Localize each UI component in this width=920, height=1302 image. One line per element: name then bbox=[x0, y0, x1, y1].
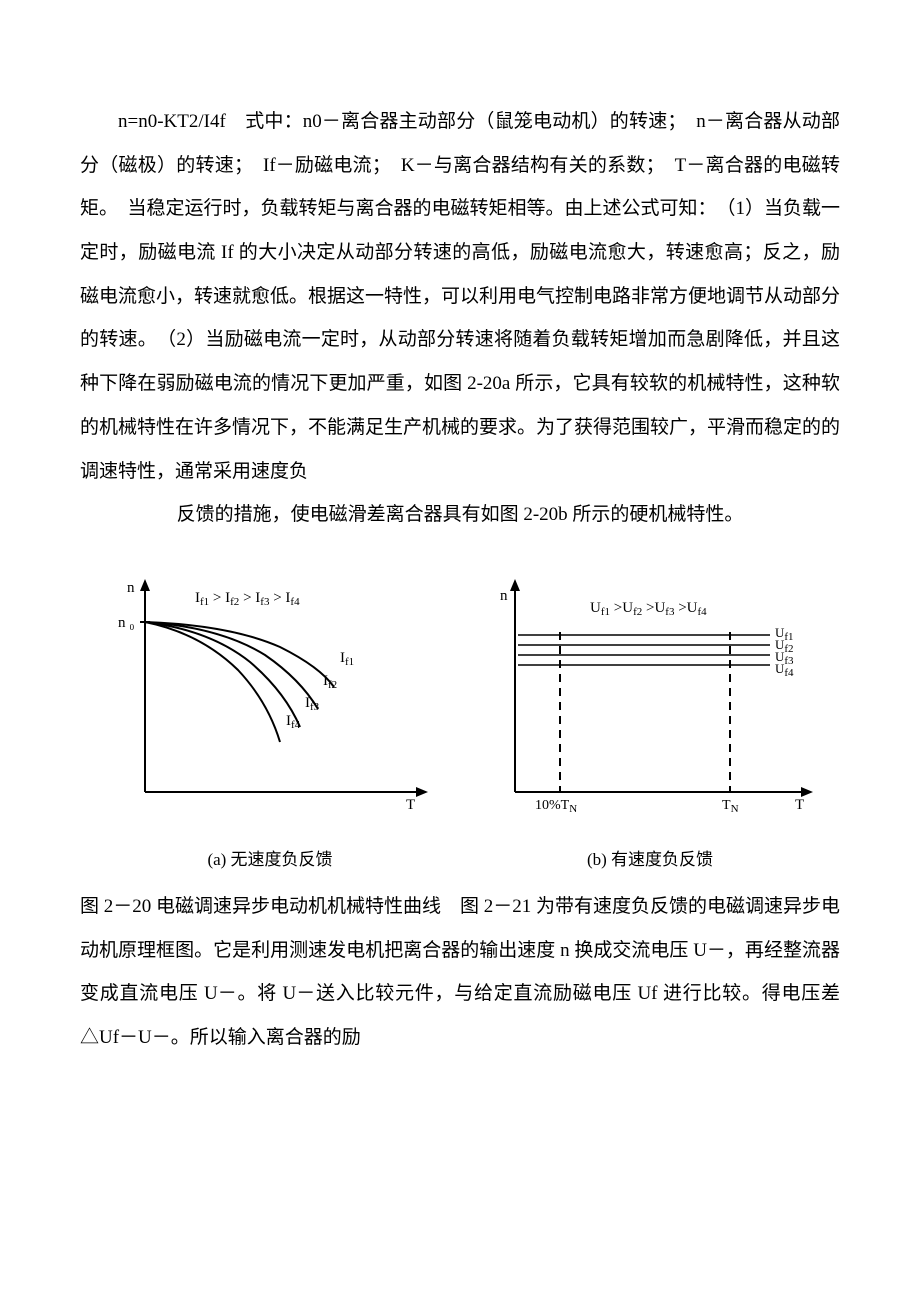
figure-a: n n ₀ T If1 > If2 > If3 > If4 If1 If2 If… bbox=[90, 557, 450, 837]
curve-if3 bbox=[145, 622, 300, 727]
figure-2-20: n n ₀ T If1 > If2 > If3 > If4 If1 If2 If… bbox=[80, 557, 840, 870]
tick-10tn: 10%TN bbox=[535, 798, 577, 815]
y-axis-arrow bbox=[140, 579, 150, 591]
n0-label: n ₀ bbox=[118, 615, 134, 631]
figure-a-wrapper: n n ₀ T If1 > If2 > If3 > If4 If1 If2 If… bbox=[90, 557, 450, 870]
subcaption-b: (b) 有速度负反馈 bbox=[470, 845, 830, 870]
x-arrow-b bbox=[801, 787, 813, 797]
legend-b: Uf1 >Uf2 >Uf3 >Uf4 bbox=[590, 600, 707, 619]
figure-b: n T Uf1 >Uf2 >Uf3 >Uf4 Uf1 Uf2 Uf3 Uf4 1… bbox=[470, 557, 830, 837]
curve-label-2: If2 bbox=[323, 673, 337, 691]
y-label-b: n bbox=[500, 588, 508, 604]
x-label-b: T bbox=[795, 797, 804, 813]
y-arrow-b bbox=[510, 579, 520, 591]
curve-if2 bbox=[145, 622, 318, 709]
paragraph-1: n=n0-KT2/I4f 式中：n0－离合器主动部分（鼠笼电动机）的转速； n－… bbox=[80, 100, 840, 537]
para1-body: n=n0-KT2/I4f 式中：n0－离合器主动部分（鼠笼电动机）的转速； n－… bbox=[80, 111, 840, 482]
figure-b-wrapper: n T Uf1 >Uf2 >Uf3 >Uf4 Uf1 Uf2 Uf3 Uf4 1… bbox=[470, 557, 830, 870]
y-axis-label: n bbox=[127, 580, 135, 596]
x-axis-arrow bbox=[416, 787, 428, 797]
tick-tn: TN bbox=[722, 798, 739, 815]
x-axis-label: T bbox=[406, 797, 415, 813]
legend-a: If1 > If2 > If3 > If4 bbox=[195, 590, 300, 609]
paragraph-2: 图 2－20 电磁调速异步电动机机械特性曲线 图 2－21 为带有速度负反馈的电… bbox=[80, 885, 840, 1060]
figure-a-svg: n n ₀ T If1 > If2 > If3 > If4 If1 If2 If… bbox=[90, 557, 450, 817]
para1-lastline: 反馈的措施，使电磁滑差离合器具有如图 2-20b 所示的硬机械特性。 bbox=[80, 493, 840, 537]
curve-label-1: If1 bbox=[340, 650, 354, 668]
curve-label-4: If4 bbox=[286, 713, 301, 731]
subcaption-a: (a) 无速度负反馈 bbox=[90, 845, 450, 870]
curve-label-3: If3 bbox=[305, 695, 320, 713]
figure-b-svg: n T Uf1 >Uf2 >Uf3 >Uf4 Uf1 Uf2 Uf3 Uf4 1… bbox=[470, 557, 830, 817]
